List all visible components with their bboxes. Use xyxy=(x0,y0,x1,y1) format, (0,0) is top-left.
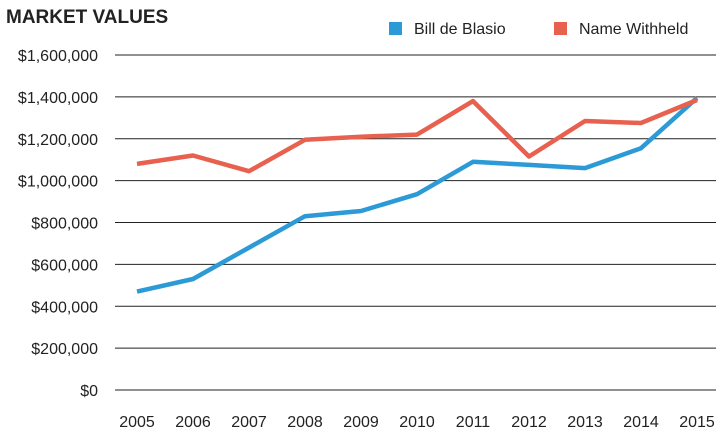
y-tick-label: $1,400,000 xyxy=(18,90,98,107)
series-line-bill-de-blasio xyxy=(136,96,699,294)
y-tick-label: $400,000 xyxy=(31,299,98,316)
x-axis-ticks: 2005 2006 2007 2008 2009 2010 2011 2012 2013 2014… xyxy=(119,414,715,431)
y-tick-label: $1,600,000 xyxy=(18,48,98,65)
y-tick-label: $200,000 xyxy=(31,341,98,358)
y-axis-ticks: $0 $200,000 $400,000 $600,000 $800,000 $1,000… xyxy=(18,48,98,400)
legend: Bill de Blasio Name Withheld xyxy=(389,21,688,38)
x-tick-label: 2007 xyxy=(231,414,267,431)
y-tick-label: $1,200,000 xyxy=(18,132,98,149)
legend-swatch-name-withheld xyxy=(554,22,567,35)
legend-swatch-bill-de-blasio xyxy=(389,22,402,35)
y-tick-label: $800,000 xyxy=(31,216,98,233)
chart-title: MARKET VALUES xyxy=(6,7,168,28)
x-tick-label: 2011 xyxy=(456,414,491,431)
x-tick-label: 2008 xyxy=(287,414,323,431)
x-tick-label: 2014 xyxy=(623,414,659,431)
x-tick-label: 2015 xyxy=(679,414,715,431)
y-tick-label: $600,000 xyxy=(31,257,98,274)
series-line-name-withheld xyxy=(136,97,698,174)
y-tick-label: $0 xyxy=(80,383,98,400)
x-tick-label: 2010 xyxy=(399,414,435,431)
x-tick-label: 2012 xyxy=(511,414,547,431)
y-tick-label: $1,000,000 xyxy=(18,174,98,191)
x-tick-label: 2009 xyxy=(343,414,379,431)
legend-label-name-withheld: Name Withheld xyxy=(579,21,688,38)
x-tick-label: 2006 xyxy=(175,414,211,431)
legend-label-bill-de-blasio: Bill de Blasio xyxy=(414,21,506,38)
gridlines xyxy=(115,54,716,391)
series-lines xyxy=(136,96,699,294)
x-tick-label: 2013 xyxy=(567,414,603,431)
x-tick-label: 2005 xyxy=(119,414,155,431)
